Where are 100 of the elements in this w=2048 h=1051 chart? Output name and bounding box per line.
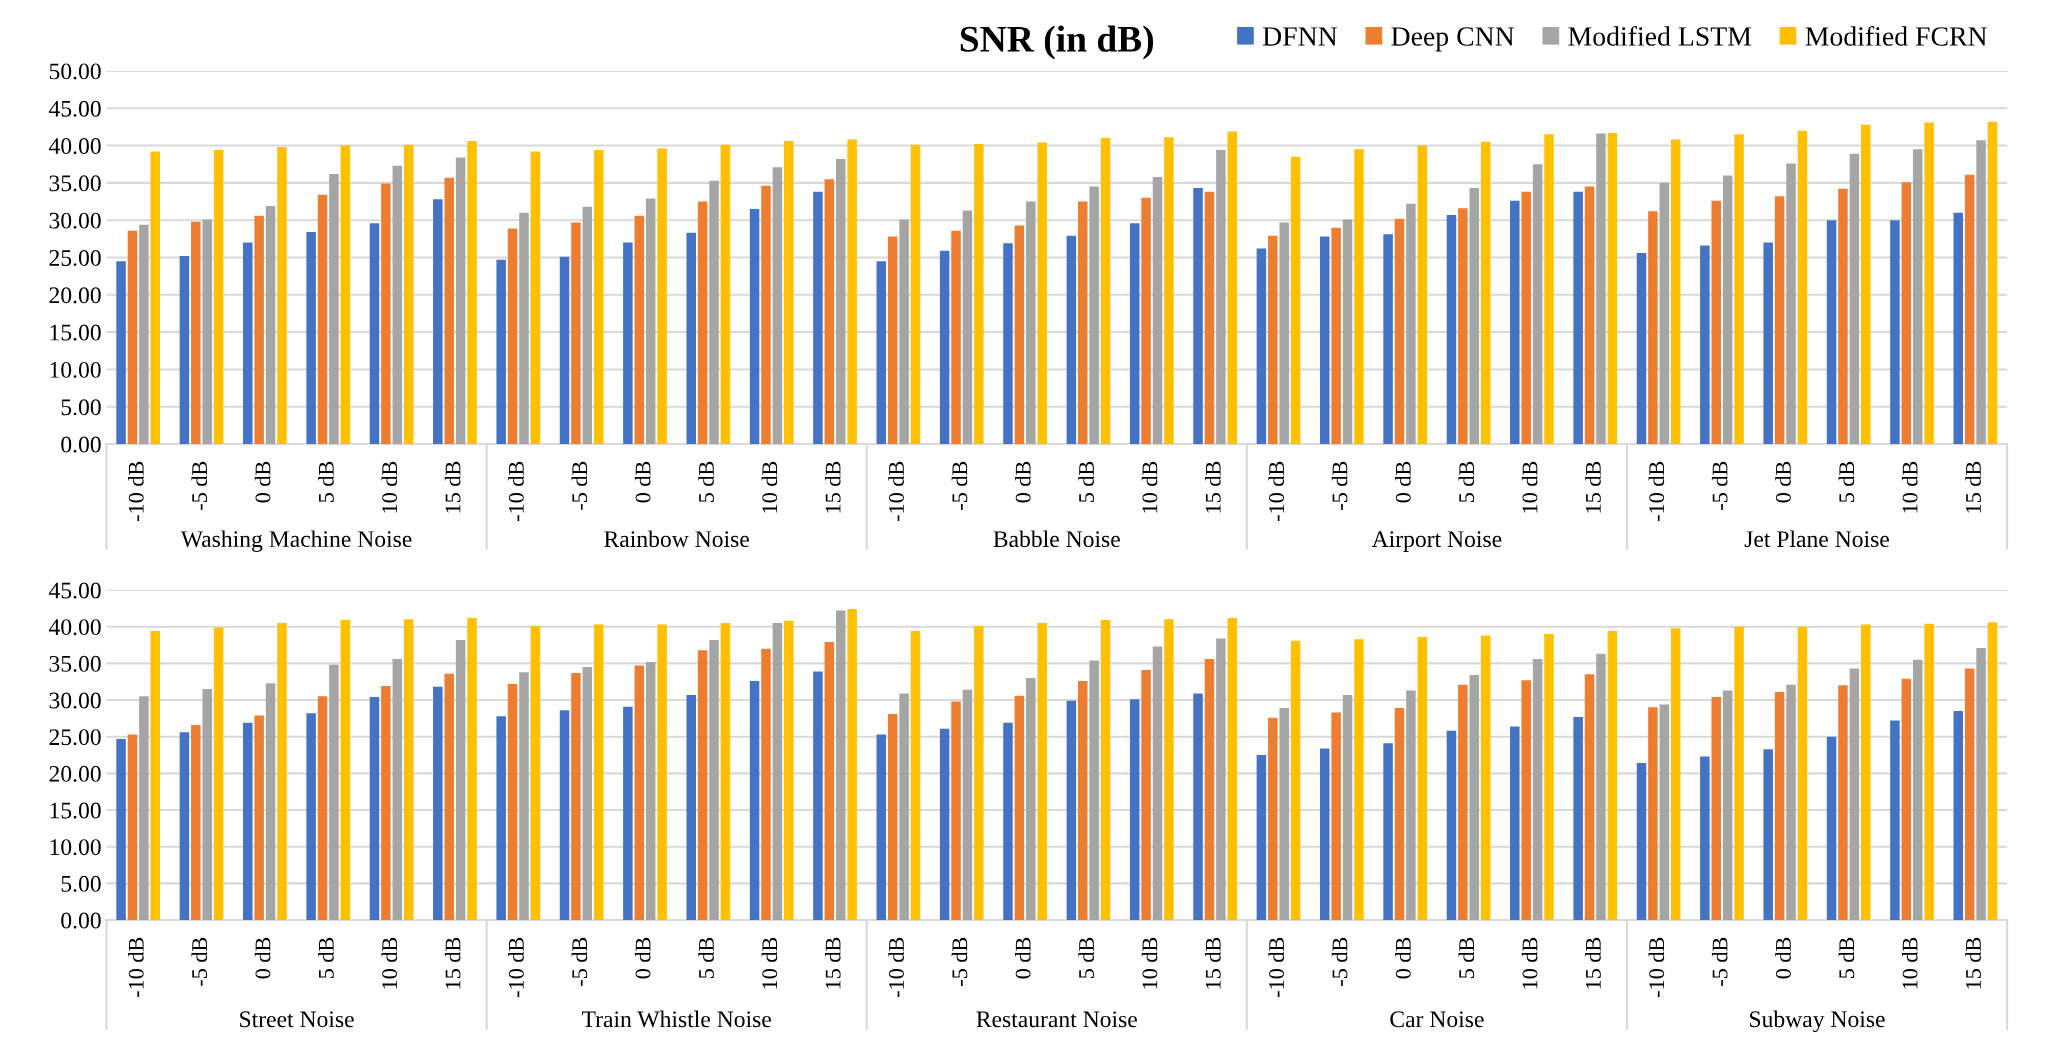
- bar: [974, 625, 984, 921]
- bar: [1532, 658, 1543, 921]
- bar: [847, 609, 857, 921]
- bar: [381, 686, 391, 921]
- bar: [1722, 690, 1733, 921]
- bar: [1659, 704, 1670, 921]
- bar: [519, 212, 529, 445]
- bar: [1797, 626, 1808, 921]
- bar: [150, 631, 161, 921]
- bar: [369, 223, 380, 445]
- bar: [1774, 691, 1785, 921]
- bar: [1077, 680, 1088, 921]
- x-tick-label: -5 dB: [571, 461, 588, 510]
- bar: [582, 206, 593, 445]
- x-tick-label: 10 dB: [1141, 937, 1158, 989]
- bar: [1406, 203, 1416, 445]
- bar: [1417, 145, 1428, 445]
- bar: [1003, 243, 1013, 445]
- bar: [444, 177, 454, 445]
- bar: [824, 179, 835, 445]
- bar: [1193, 693, 1203, 921]
- x-tick-label: -5 dB: [191, 937, 208, 986]
- x-tick-label: 0 dB: [1015, 461, 1031, 503]
- bar: [1129, 699, 1140, 921]
- bar: [749, 208, 760, 445]
- bar: [1861, 124, 1871, 445]
- bar: [697, 650, 708, 921]
- bar: [1014, 225, 1025, 445]
- x-tick-label: 15 dB: [824, 937, 841, 989]
- y-tick-label: 10.00: [50, 361, 101, 378]
- bar: [1319, 748, 1330, 921]
- bar: [1912, 659, 1923, 921]
- text: Rainbow Noise: [604, 530, 749, 548]
- x-tick-label: 15 dB: [1205, 461, 1221, 513]
- bar: [191, 221, 201, 445]
- bar: [467, 141, 477, 445]
- bar: [910, 631, 921, 921]
- bar: [213, 150, 224, 445]
- x-tick-label: -5 dB: [951, 461, 968, 510]
- x-tick-label: -10 dB: [1648, 937, 1665, 997]
- bar: [1164, 619, 1174, 921]
- x-tick-label: -10 dB: [128, 937, 144, 997]
- bar: [951, 701, 961, 921]
- bar: [1100, 620, 1111, 921]
- bar: [749, 680, 760, 921]
- x-tick-label: 0 dB: [1395, 937, 1411, 979]
- bar: [1204, 191, 1215, 445]
- bar: [507, 683, 518, 921]
- bar: [1066, 700, 1077, 921]
- x-tick-label: 0 dB: [1015, 937, 1031, 979]
- bar: [1279, 708, 1289, 921]
- bar: [1826, 736, 1837, 921]
- bar: [1480, 141, 1491, 445]
- bar: [697, 201, 708, 445]
- x-tick-label: -10 dB: [508, 461, 524, 521]
- bar: [1331, 712, 1341, 921]
- x-tick-label: 5 dB: [698, 461, 714, 503]
- x-tick-label: -5 dB: [951, 937, 968, 986]
- bar: [1924, 623, 1934, 921]
- x-tick-label: 15 dB: [824, 461, 841, 513]
- bar: [1544, 634, 1554, 921]
- bar: [1026, 201, 1036, 445]
- bar: [962, 210, 973, 445]
- bar: [1890, 220, 1900, 445]
- bar: [1458, 684, 1468, 921]
- bar: [1734, 134, 1744, 445]
- bar: [772, 167, 783, 445]
- bar: [1037, 142, 1047, 445]
- bar: [1670, 628, 1681, 921]
- x-tick-label: 0 dB: [1775, 461, 1791, 503]
- bar: [720, 144, 731, 445]
- bar: [1469, 675, 1480, 921]
- bar: [392, 658, 403, 921]
- bar: [202, 689, 212, 921]
- bar: [1890, 720, 1900, 921]
- bar: [709, 639, 719, 921]
- bar: [1797, 130, 1808, 445]
- bar: [1976, 647, 1986, 921]
- bar: [709, 180, 719, 445]
- x-tick-label: -10 dB: [888, 461, 904, 521]
- y-tick-label: 0.00: [61, 912, 101, 929]
- bar: [1037, 623, 1047, 921]
- bar: [571, 222, 581, 445]
- y-tick-label: 25.00: [49, 729, 101, 746]
- y-tick-label: 15.00: [50, 802, 101, 819]
- bar: [939, 250, 950, 445]
- bar: [1406, 690, 1416, 921]
- bar: [1193, 188, 1203, 445]
- bar: [1964, 668, 1975, 921]
- x-tick-label: -10 dB: [888, 937, 904, 997]
- bar: [899, 693, 909, 921]
- bar: [1319, 236, 1330, 445]
- bar: [1786, 684, 1796, 921]
- bar: [784, 141, 794, 445]
- bar: [1279, 222, 1289, 445]
- bar: [243, 722, 253, 921]
- bar: [593, 150, 604, 445]
- x-tick-label: 10 dB: [381, 461, 398, 513]
- x-tick-label: 10 dB: [1521, 461, 1538, 513]
- bar: [887, 713, 898, 921]
